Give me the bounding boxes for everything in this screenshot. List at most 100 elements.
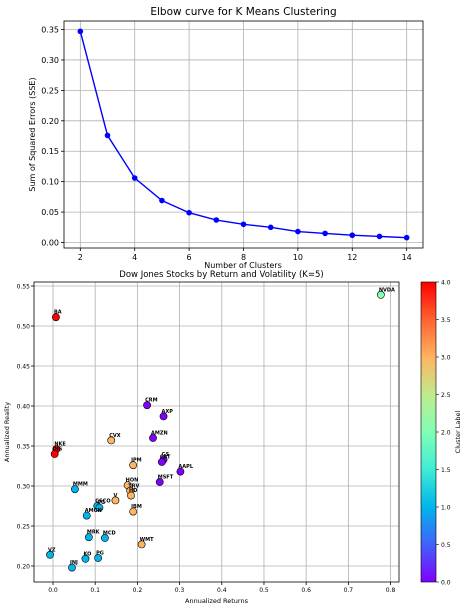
elbow-y-tick-label: 0.20	[41, 117, 59, 126]
colorbar-tick-label: 0.5	[441, 542, 451, 549]
scatter-chart: 0.0 0.1 0.2 0.3 0.4 0.5 0.6 0.7 0.8 0.20 0.25 0.30 0…	[3, 270, 462, 605]
elbow-data-point	[403, 234, 410, 241]
scatter-y-tick-label: 0.35	[17, 444, 31, 451]
scatter-point-label: IBM	[131, 504, 142, 510]
scatter-point-label: PG	[97, 500, 105, 506]
elbow-data-point	[240, 221, 247, 228]
elbow-x-tick-label: 2	[78, 253, 83, 262]
elbow-x-tick-label: 4	[132, 253, 137, 262]
scatter-point-ko	[81, 554, 90, 563]
scatter-point-label: MCD	[103, 531, 116, 537]
elbow-x-axis-label: Number of Clusters	[204, 261, 282, 270]
colorbar-tick-label: 4.0	[441, 280, 451, 287]
colorbar-tick-label: 3.0	[441, 355, 451, 362]
scatter-point-label: NVDA	[379, 287, 395, 293]
scatter-point-label: MSFT	[158, 475, 174, 481]
elbow-y-tick-label: 0.10	[41, 178, 59, 187]
elbow-y-tick-label: 0.15	[41, 147, 59, 156]
scatter-point-mrk	[84, 533, 93, 542]
scatter-point-hd	[127, 491, 135, 500]
scatter-point-label: WMT	[140, 537, 154, 543]
scatter-x-tick-label: 0.1	[90, 587, 100, 594]
scatter-point-label: CSCO	[95, 499, 110, 505]
colorbar-tick-label: 3.5	[441, 317, 451, 324]
scatter-point-pg	[94, 554, 103, 562]
scatter-x-tick-label: 0.0	[48, 587, 58, 594]
elbow-x-tick-label: 6	[187, 253, 192, 262]
elbow-title: Elbow curve for K Means Clustering	[150, 6, 336, 18]
elbow-data-point	[213, 217, 220, 223]
scatter-point-mmm	[71, 485, 79, 494]
scatter-point-label: HON	[126, 478, 139, 484]
colorbar-tick-label: 0.0	[441, 580, 451, 587]
scatter-point-aapl	[176, 467, 185, 476]
scatter-y-axis-label: Annualized Reality	[3, 402, 11, 462]
scatter-point-jnj	[68, 563, 76, 572]
elbow-data-point	[295, 228, 301, 235]
scatter-y-tick-label: 0.40	[17, 404, 31, 411]
elbow-y-tick-label: 0.25	[41, 86, 59, 95]
scatter-y-tick-label: 0.30	[17, 484, 31, 491]
scatter-x-tick-label: 0.6	[301, 587, 311, 594]
scatter-point-label: AXP	[162, 409, 174, 415]
scatter-point-dis	[50, 450, 59, 458]
scatter-point-label: DIS	[53, 447, 63, 453]
scatter-plot-frame	[33, 281, 400, 583]
scatter-point-axp	[159, 412, 168, 421]
scatter-y-tick-label: 0.50	[17, 324, 31, 331]
elbow-x-tick-label: 8	[241, 253, 246, 262]
scatter-x-tick-label: 0.8	[386, 587, 396, 594]
scatter-point-vz	[46, 550, 54, 559]
elbow-data-point	[349, 232, 356, 239]
scatter-point-wmt	[137, 540, 146, 549]
scatter-x-tick-label: 0.3	[175, 587, 185, 594]
scatter-point-amgn	[82, 511, 91, 520]
scatter-point-pg	[95, 503, 104, 512]
scatter-point-label: MMM	[73, 482, 88, 488]
scatter-point-label: MRK	[87, 530, 101, 536]
elbow-data-point	[376, 233, 383, 240]
scatter-x-tick-label: 0.5	[259, 587, 269, 594]
elbow-chart: 2 4 6 8 10 12 14 0.00 0.05 0.10 0.15 0.20 0.25 0.30 0.…	[28, 6, 424, 270]
elbow-x-tick-label: 10	[293, 253, 303, 262]
colorbar-gradient	[420, 281, 437, 583]
colorbar-tick-label: 2.0	[441, 430, 451, 437]
scatter-point-crm	[143, 401, 151, 410]
scatter-point-label: CRM	[145, 398, 158, 404]
elbow-data-point	[131, 175, 138, 181]
scatter-point-label: AAPL	[178, 464, 193, 470]
colorbar-tick-label: 2.5	[441, 392, 451, 399]
scatter-x-axis-label: Annualized Returns	[185, 597, 249, 605]
elbow-data-point	[322, 230, 328, 237]
elbow-y-axis-label: Sum of Squared Errors (SSE)	[28, 77, 37, 191]
scatter-y-tick-label: 0.20	[17, 564, 31, 571]
scatter-point-label: KO	[83, 551, 91, 557]
scatter-point-label: PG	[96, 551, 104, 557]
elbow-data-point	[159, 197, 165, 204]
elbow-y-tick-label: 0.30	[41, 56, 59, 65]
scatter-point-label: HD	[129, 488, 137, 494]
scatter-title: Dow Jones Stocks by Return and Volatilit…	[119, 270, 323, 280]
elbow-data-point	[104, 132, 111, 139]
scatter-x-tick-label: 0.2	[133, 587, 143, 594]
scatter-x-tick-label: 0.7	[344, 587, 354, 594]
scatter-point-amzn	[149, 434, 157, 442]
scatter-point-label: BA	[54, 310, 62, 316]
scatter-point-label: CVX	[109, 433, 121, 439]
scatter-y-tick-label: 0.25	[17, 524, 31, 531]
scatter-point-label: TRV	[128, 483, 139, 489]
scatter-point-msft	[155, 478, 164, 486]
elbow-data-point	[186, 209, 192, 216]
elbow-plot-frame	[63, 20, 424, 249]
scatter-point-label: VZ	[48, 547, 56, 553]
scatter-x-tick-label: 0.4	[217, 587, 227, 594]
scatter-point-label: JNJ	[69, 560, 78, 566]
scatter-point-label: AMGN	[85, 508, 102, 514]
scatter-point-label: CAT	[160, 455, 171, 461]
elbow-x-tick-label: 14	[402, 253, 412, 262]
scatter-point-ba	[52, 313, 60, 322]
colorbar-label: Cluster Label	[454, 410, 462, 453]
elbow-data-point	[77, 28, 84, 35]
scatter-point-v	[111, 496, 120, 505]
